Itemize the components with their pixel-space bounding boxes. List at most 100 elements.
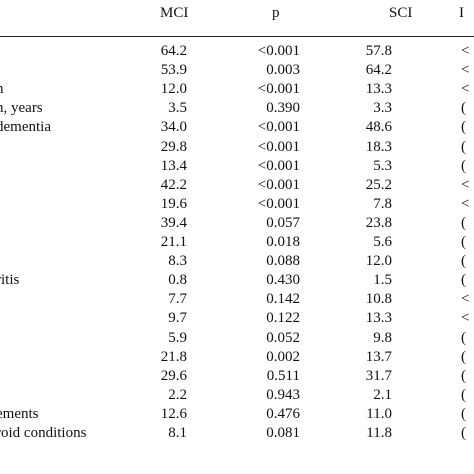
cell-sci: 13.3 <box>365 81 392 98</box>
cell-mci: 3.5 <box>168 100 187 117</box>
column-header-sci: SCI <box>389 5 413 21</box>
cell-sci: 64.2 <box>365 62 392 79</box>
column-header-cropped: I <box>459 5 464 21</box>
cell-cropped: ( <box>461 214 466 231</box>
cell-cropped: ( <box>461 272 466 289</box>
cell-mci: 12.6 <box>160 405 187 422</box>
cell-p-value: 0.511 <box>266 367 300 384</box>
cell-p-value: 0.052 <box>266 329 300 346</box>
cell-cropped: ( <box>461 100 466 117</box>
table-row: 39.4 0.057 23.8 ( <box>0 214 474 233</box>
cell-mci: 8.1 <box>168 425 187 441</box>
row-label: n <box>0 80 4 99</box>
table-row: 7.7 0.142 10.8 < <box>0 290 474 309</box>
table-row: ritis 0.8 0.430 1.5 ( <box>0 271 474 290</box>
table-row: 9.7 0.122 13.3 < <box>0 309 474 328</box>
cell-cropped: < <box>461 81 470 98</box>
row-label: n, years <box>0 100 43 117</box>
cell-sci: 5.3 <box>373 157 392 174</box>
cell-cropped: ( <box>461 425 466 441</box>
cell-cropped: < <box>461 195 470 212</box>
table-row: 2.2 0.943 2.1 ( <box>0 386 474 405</box>
row-label: ements <box>0 405 39 422</box>
table-row: 42.2 <0.001 25.2 < <box>0 176 474 195</box>
table-row: roid conditions 8.1 0.081 11.8 ( <box>0 424 474 443</box>
cell-mci: 19.6 <box>160 195 187 212</box>
column-header-mci: MCI <box>160 5 189 21</box>
cell-sci: 48.6 <box>365 119 392 136</box>
cell-cropped: < <box>461 310 470 327</box>
cell-p-value: 0.018 <box>266 234 300 250</box>
cell-p-value: 0.002 <box>266 348 300 365</box>
cell-mci: 8.3 <box>168 253 187 270</box>
cell-mci: 0.8 <box>168 272 187 289</box>
table-row: n 12.0 <0.001 13.3 < <box>0 80 474 99</box>
cell-p-value: 0.081 <box>266 425 300 441</box>
cell-sci: 13.3 <box>365 310 392 327</box>
cell-mci: 39.4 <box>160 214 187 231</box>
cell-sci: 12.0 <box>365 253 392 270</box>
table-row: 29.8 <0.001 18.3 ( <box>0 138 474 157</box>
cell-p-value: <0.001 <box>257 138 300 155</box>
table-row: ements 12.6 0.476 11.0 ( <box>0 405 474 424</box>
cell-sci: 25.2 <box>365 176 392 193</box>
cell-cropped: ( <box>461 234 466 250</box>
cell-cropped: ( <box>461 367 466 384</box>
row-label: ritis <box>0 272 20 289</box>
cell-p-value: <0.001 <box>257 157 300 174</box>
cell-cropped: ( <box>461 329 466 346</box>
cell-cropped: ( <box>461 386 466 403</box>
cell-sci: 11.8 <box>366 425 392 441</box>
table-row: dementia 34.0 <0.001 48.6 ( <box>0 118 474 137</box>
cell-sci: 23.8 <box>365 214 392 231</box>
cell-mci: 29.6 <box>160 367 187 384</box>
cell-mci: 21.1 <box>160 234 187 250</box>
cell-p-value: <0.001 <box>257 119 300 136</box>
cell-sci: 18.3 <box>365 138 392 155</box>
row-label: dementia <box>0 119 51 136</box>
cell-mci: 42.2 <box>160 176 187 193</box>
cell-sci: 11.0 <box>366 405 392 422</box>
cell-p-value: <0.001 <box>257 81 300 98</box>
cell-mci: 21.8 <box>160 348 187 365</box>
cell-sci: 9.8 <box>373 329 392 346</box>
header-rule <box>0 36 474 37</box>
cell-p-value: <0.001 <box>257 43 300 59</box>
cell-cropped: < <box>461 291 470 308</box>
cell-mci: 29.8 <box>160 138 187 155</box>
table-row: 13.4 <0.001 5.3 ( <box>0 157 474 176</box>
table-row: 8.3 0.088 12.0 ( <box>0 252 474 271</box>
table-row: 19.6 <0.001 7.8 < <box>0 195 474 214</box>
cell-p-value: 0.943 <box>266 386 300 403</box>
cell-cropped: < <box>461 176 470 193</box>
table-row: 53.9 0.003 64.2 < <box>0 61 474 80</box>
cell-p-value: 0.430 <box>266 272 300 289</box>
cell-mci: 64.2 <box>160 43 187 59</box>
cell-p-value: <0.001 <box>257 195 300 212</box>
cell-sci: 7.8 <box>373 195 392 212</box>
table-row: n, years 3.5 0.390 3.3 ( <box>0 99 474 118</box>
cell-sci: 31.7 <box>365 367 392 384</box>
cell-mci: 9.7 <box>168 310 187 327</box>
cell-mci: 34.0 <box>160 119 187 136</box>
cell-cropped: < <box>461 43 470 59</box>
cell-sci: 1.5 <box>373 272 392 289</box>
table-row: 21.8 0.002 13.7 ( <box>0 348 474 367</box>
cell-sci: 5.6 <box>373 234 392 250</box>
table-row: 5.9 0.052 9.8 ( <box>0 329 474 348</box>
cell-mci: 5.9 <box>168 329 187 346</box>
cell-p-value: 0.003 <box>266 62 300 79</box>
cell-mci: 7.7 <box>168 291 187 308</box>
cell-p-value: 0.142 <box>266 291 300 308</box>
cell-mci: 2.2 <box>168 386 187 403</box>
cell-sci: 3.3 <box>373 100 392 117</box>
row-label: roid conditions <box>0 425 87 441</box>
cell-sci: 57.8 <box>365 43 392 59</box>
cell-cropped: ( <box>461 157 466 174</box>
table-row: 21.1 0.018 5.6 ( <box>0 233 474 252</box>
cell-cropped: ( <box>461 253 466 270</box>
column-header-p: p <box>272 5 280 21</box>
cell-mci: 53.9 <box>160 62 187 79</box>
cell-p-value: 0.122 <box>266 310 300 327</box>
